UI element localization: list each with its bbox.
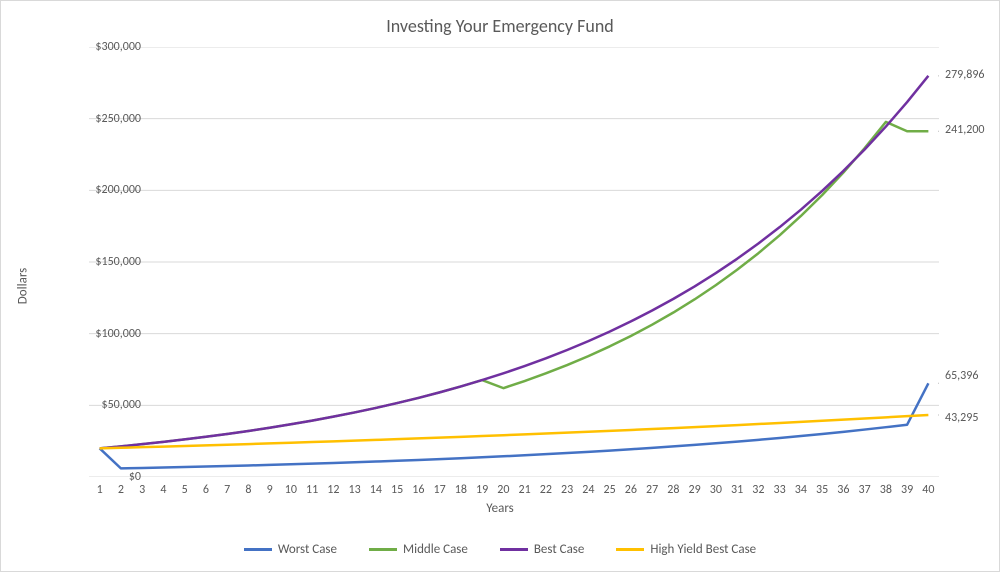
legend-item: Best Case [500,542,584,557]
x-tick-label: 13 [349,483,361,497]
x-tick-label: 20 [497,483,509,497]
legend-item: Worst Case [244,542,337,557]
chart-title: Investing Your Emergency Fund [1,15,999,37]
series-end-label: 43,295 [945,411,978,425]
y-tick-label: $0 [129,470,141,484]
y-tick-label: $250,000 [95,112,141,126]
legend-label: Middle Case [403,542,468,557]
x-tick-label: 27 [646,483,658,497]
y-axis-label: Dollars [16,268,31,304]
x-tick-label: 29 [689,483,701,497]
x-tick-label: 23 [561,483,573,497]
legend-item: High Yield Best Case [616,542,756,557]
x-tick-label: 21 [519,483,531,497]
x-tick-label: 25 [604,483,616,497]
x-tick-label: 31 [731,483,743,497]
line-chart [89,47,939,477]
x-tick-label: 39 [901,483,913,497]
x-tick-label: 12 [327,483,339,497]
x-tick-label: 2 [118,483,124,497]
legend-label: Best Case [534,542,584,557]
x-tick-label: 10 [285,483,297,497]
x-tick-label: 5 [182,483,188,497]
series-end-label: 241,200 [945,123,985,137]
legend-swatch [500,548,528,551]
x-tick-label: 15 [391,483,403,497]
x-tick-label: 22 [540,483,552,497]
legend-swatch [369,548,397,551]
x-tick-label: 30 [710,483,722,497]
y-tick-label: $150,000 [95,255,141,269]
legend-swatch [244,548,272,551]
x-tick-label: 37 [859,483,871,497]
x-axis-label: Years [1,501,999,516]
x-tick-label: 1 [97,483,103,497]
legend-item: Middle Case [369,542,468,557]
x-tick-label: 24 [582,483,594,497]
x-tick-label: 7 [224,483,230,497]
y-tick-label: $100,000 [95,327,141,341]
y-tick-label: $300,000 [95,40,141,54]
x-tick-label: 18 [455,483,467,497]
series-line [100,415,929,448]
chart-legend: Worst Case Middle Case Best Case High Yield… [1,540,999,557]
x-tick-label: 16 [412,483,424,497]
x-tick-label: 9 [267,483,273,497]
x-tick-label: 4 [160,483,166,497]
x-tick-label: 35 [816,483,828,497]
x-tick-label: 17 [434,483,446,497]
x-tick-label: 28 [667,483,679,497]
series-line [100,383,929,468]
x-tick-label: 40 [922,483,934,497]
y-tick-label: $200,000 [95,183,141,197]
x-tick-label: 36 [837,483,849,497]
chart-container: Investing Your Emergency Fund Dollars Ye… [0,0,1000,572]
series-end-label: 65,396 [945,369,978,383]
x-tick-label: 14 [370,483,382,497]
x-tick-label: 26 [625,483,637,497]
legend-swatch [616,548,644,551]
series-end-label: 279,896 [945,68,985,82]
x-tick-label: 19 [476,483,488,497]
x-tick-label: 8 [245,483,251,497]
x-tick-label: 6 [203,483,209,497]
x-tick-label: 34 [795,483,807,497]
y-tick-label: $50,000 [102,398,142,412]
x-tick-label: 38 [880,483,892,497]
x-tick-label: 33 [774,483,786,497]
series-line [100,122,929,448]
x-tick-label: 32 [752,483,764,497]
x-tick-label: 3 [139,483,145,497]
x-tick-label: 11 [306,483,318,497]
legend-label: High Yield Best Case [650,542,756,557]
legend-label: Worst Case [278,542,337,557]
